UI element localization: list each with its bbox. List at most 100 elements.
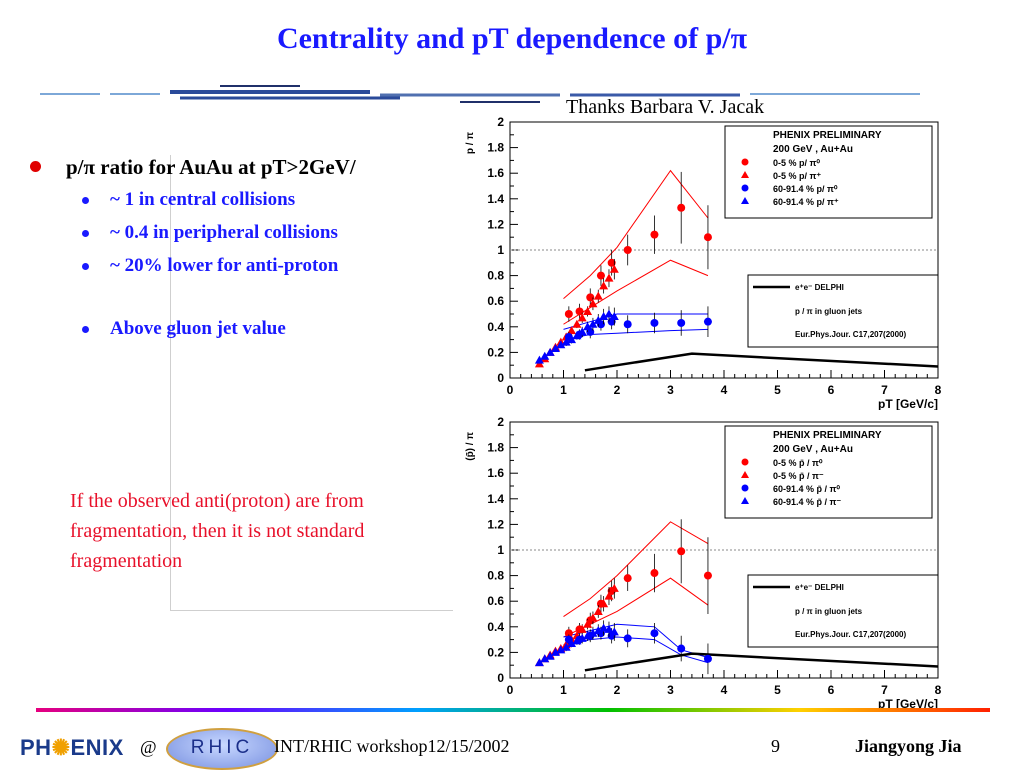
placeholder-frame [170,155,453,611]
data-point [650,569,659,578]
data-point [561,642,571,651]
gluon-legend-entry: e⁺e⁻ DELPHI [795,283,844,292]
data-point [604,309,614,318]
legend-subtitle: 200 GeV , Au+Au [773,444,853,455]
data-point [703,233,712,242]
data-point [556,340,566,349]
legend-title: PHENIX PRELIMINARY [773,430,882,441]
sub-bullet-text: ~ 20% lower for anti-proton [110,255,339,276]
data-point [596,271,605,280]
data-point [677,318,686,327]
gluon-legend-box: e⁺e⁻ DELPHI p / π in gluon jets Eur.Phys.J… [747,574,939,648]
x-tick-label: 8 [935,683,942,697]
y-tick-label: 0.6 [487,594,504,608]
x-tick-label: 8 [935,383,942,397]
gluon-jet-curve [584,352,939,372]
gluon-legend-box: e⁺e⁻ DELPHI p / π in gluon jets Eur.Phys.J… [747,274,939,348]
x-tick-label: 4 [721,383,728,397]
data-point [677,203,686,212]
x-axis-label: pT [GeV/c] [878,397,938,410]
legend-entry: 60-91.4 % p̄ / π⁰ [773,484,840,494]
fragmentation-note: If the observed anti(proton) are from fr… [70,486,460,576]
footer-rainbow-line [36,708,990,712]
thanks-note: Thanks Barbara V. Jacak [566,96,765,118]
data-point [534,658,544,667]
x-tick-label: 4 [721,683,728,697]
data-point [577,633,587,642]
chart-pbar-over-pi: 0 1 2 3 4 5 6 7 8 0 0.2 0.4 0.6 0.8 1 1.2 1.4 1.6 1.8 2 pT [… [465,415,942,710]
y-axis-label: p / π [465,132,476,154]
y-tick-label: 1.2 [487,217,504,231]
data-point [572,331,582,340]
sub-bullet: ~ 0.4 in peripheral collisions [30,222,460,255]
data-point [588,299,598,308]
bullet-main: p/π ratio for AuAu at pT>2GeV/ [30,155,456,189]
legend-box: PHENIX PRELIMINARY 200 GeV , Au+Au 0-5 % p… [724,425,933,519]
legend-entry: 0-5 % p/ π⁺ [773,171,821,181]
y-tick-label: 1.6 [487,166,504,180]
data-point [567,335,577,344]
y-tick-label: 0.2 [487,345,504,359]
y-tick-label: 0.6 [487,294,504,308]
data-point [577,624,587,633]
legend-frame [724,125,933,219]
sun-icon: ✺ [51,735,71,760]
y-tick-label: 1.8 [487,141,504,155]
data-point [583,631,593,640]
x-tick-label: 5 [774,383,781,397]
data-point [556,645,566,654]
legend-marker [741,158,749,166]
legend-marker [741,497,749,504]
x-tick-label: 0 [507,683,514,697]
peripheral-band-upper [563,313,708,330]
legend-box: PHENIX PRELIMINARY 200 GeV , Au+Au 0-5 % p… [724,125,933,219]
sub-bullet: ~ 20% lower for anti-proton [30,255,460,288]
data-point [564,310,573,318]
y-tick-label: 0 [497,671,504,685]
gluon-jet-curve [584,652,939,672]
y-tick-label: 1.8 [487,441,504,455]
x-tick-label: 2 [614,683,621,697]
y-tick-label: 1.2 [487,517,504,531]
sub-bullet: Above gluon jet value [30,318,460,351]
data-point [604,273,614,282]
legend-frame [724,425,933,519]
y-tick-label: 0.8 [487,569,504,583]
sub-bullet: ~ 1 in central collisions [30,189,460,222]
data-point [604,624,614,633]
legend-marker [741,458,749,466]
gluon-legend-entry: p / π in gluon jets [795,307,863,316]
sub-bullet-dot [82,263,89,270]
data-point [586,293,595,302]
y-tick-label: 1.4 [487,492,504,506]
data-point [583,306,593,315]
x-tick-label: 6 [828,383,835,397]
y-tick-label: 0.8 [487,269,504,283]
data-point [650,629,659,638]
data-point [593,626,603,635]
gluon-legend-entry: Eur.Phys.Jour. C17,207(2000) [795,330,907,339]
y-tick-label: 1 [497,543,504,557]
data-point [677,547,686,556]
data-point [572,319,582,328]
data-point [623,574,632,583]
data-point [703,317,712,326]
data-point [677,644,686,653]
legend-subtitle: 200 GeV , Au+Au [773,144,853,155]
y-tick-label: 0.2 [487,645,504,659]
data-point [623,634,632,643]
chart-p-over-pi: 0 1 2 3 4 5 6 7 8 0 0.2 0.4 0.6 0.8 1 1.2 1.4 1.6 1.8 2 pT [… [465,115,942,410]
legend-marker [741,171,749,178]
data-point [540,654,550,663]
gluon-legend-entry: p / π in gluon jets [795,607,863,616]
legend-marker [741,197,749,204]
gluon-legend-entry: e⁺e⁻ DELPHI [795,583,844,592]
sub-bullet-dot [82,197,89,204]
data-point [588,613,598,622]
data-point [564,629,573,638]
data-point [609,627,619,636]
data-point [609,312,619,321]
data-point [561,337,571,346]
legend-entry: 60-91.4 % p/ π⁺ [773,197,839,207]
data-point [703,571,712,580]
